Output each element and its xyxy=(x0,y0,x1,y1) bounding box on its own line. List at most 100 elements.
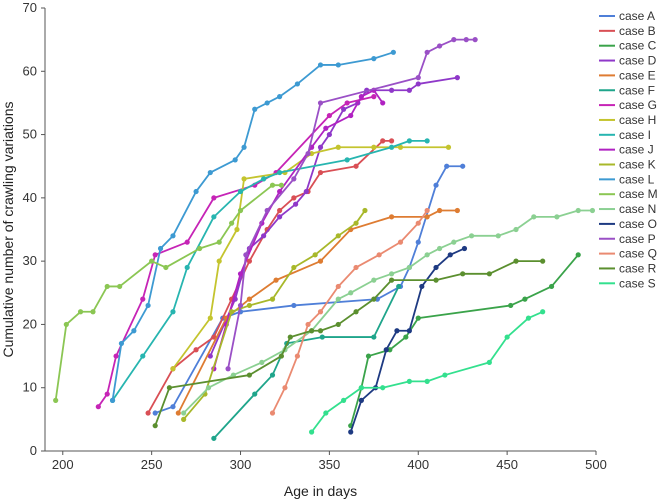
data-point xyxy=(246,258,253,264)
data-point xyxy=(406,138,412,144)
data-point xyxy=(424,49,430,55)
data-point xyxy=(163,264,169,271)
data-point xyxy=(460,163,466,169)
data-point xyxy=(170,309,176,315)
legend-label: case F xyxy=(619,83,655,97)
data-point xyxy=(287,334,293,340)
data-point xyxy=(548,283,555,290)
y-tick-label: 30 xyxy=(23,253,37,268)
data-point xyxy=(371,277,377,283)
data-point xyxy=(282,385,288,391)
data-point xyxy=(317,328,324,334)
data-point xyxy=(468,233,475,239)
legend-label: case H xyxy=(619,113,656,127)
series-case-m xyxy=(53,182,284,403)
data-point xyxy=(525,315,532,321)
data-point xyxy=(277,94,283,100)
data-point xyxy=(241,176,247,182)
data-point xyxy=(225,366,231,372)
data-point xyxy=(447,252,453,258)
series-case-n xyxy=(181,207,596,416)
data-point xyxy=(323,125,329,131)
legend-item: case N xyxy=(599,202,656,216)
legend-item: case M xyxy=(599,187,658,201)
data-point xyxy=(170,233,176,239)
data-point xyxy=(145,410,151,416)
data-point xyxy=(415,75,421,81)
data-point xyxy=(261,233,267,239)
data-point xyxy=(269,410,276,416)
data-point xyxy=(362,207,368,214)
data-point xyxy=(445,144,452,150)
y-tick-label: 10 xyxy=(23,380,37,395)
data-point xyxy=(216,239,222,245)
y-axis: 0 10 20 30 40 50 60 70 xyxy=(23,0,46,458)
data-point xyxy=(305,321,311,328)
data-point xyxy=(317,144,324,150)
data-point xyxy=(237,188,244,195)
legend-item: case B xyxy=(599,24,656,38)
data-point xyxy=(406,378,412,384)
legend-item: case I xyxy=(599,128,651,142)
data-point xyxy=(388,214,395,220)
data-point xyxy=(63,321,69,328)
legend-item: case G xyxy=(599,98,657,112)
data-point xyxy=(397,239,404,245)
data-point xyxy=(278,353,284,359)
data-point xyxy=(312,252,318,258)
data-point xyxy=(442,372,448,378)
data-point xyxy=(424,207,430,214)
data-point xyxy=(113,353,119,359)
data-point xyxy=(335,296,341,302)
data-point xyxy=(415,81,421,87)
data-point xyxy=(317,169,324,176)
data-point xyxy=(383,347,389,353)
data-point xyxy=(424,378,430,384)
series-line xyxy=(154,165,463,414)
data-point xyxy=(335,283,341,290)
data-point xyxy=(246,372,253,378)
data-point xyxy=(95,404,101,410)
data-point xyxy=(461,245,468,252)
series-line xyxy=(227,38,476,369)
series-case-g xyxy=(95,94,377,410)
data-point xyxy=(303,188,309,195)
data-point xyxy=(554,214,560,220)
data-point xyxy=(358,385,364,391)
data-point xyxy=(454,207,460,214)
data-point xyxy=(522,296,528,302)
data-point xyxy=(152,410,158,416)
data-point xyxy=(396,283,402,290)
series-case-q xyxy=(269,207,430,416)
data-point xyxy=(193,188,199,195)
data-point xyxy=(277,214,283,220)
data-point xyxy=(77,309,84,315)
legend-label: case Q xyxy=(619,247,657,261)
data-point xyxy=(335,233,341,239)
legend-label: case M xyxy=(619,187,658,201)
data-point xyxy=(323,410,329,416)
data-point xyxy=(575,207,581,214)
legend-item: case C xyxy=(599,39,657,53)
data-point xyxy=(326,112,332,119)
x-tick-label: 350 xyxy=(319,457,341,472)
series-case-s xyxy=(309,309,546,435)
data-point xyxy=(181,416,187,422)
legend-item: case L xyxy=(599,172,655,186)
data-point xyxy=(589,207,596,214)
data-point xyxy=(380,138,386,144)
series-case-l xyxy=(109,49,396,403)
data-point xyxy=(415,239,421,245)
data-point xyxy=(394,328,400,334)
data-point xyxy=(131,328,137,334)
data-point xyxy=(486,271,492,277)
data-point xyxy=(291,195,297,201)
series-line xyxy=(111,139,428,401)
series-case-h xyxy=(170,144,452,372)
data-point xyxy=(335,321,341,328)
data-point xyxy=(264,207,270,214)
x-tick-label: 500 xyxy=(585,457,607,472)
data-point xyxy=(269,182,276,188)
data-point xyxy=(205,385,212,391)
data-point xyxy=(387,347,393,353)
